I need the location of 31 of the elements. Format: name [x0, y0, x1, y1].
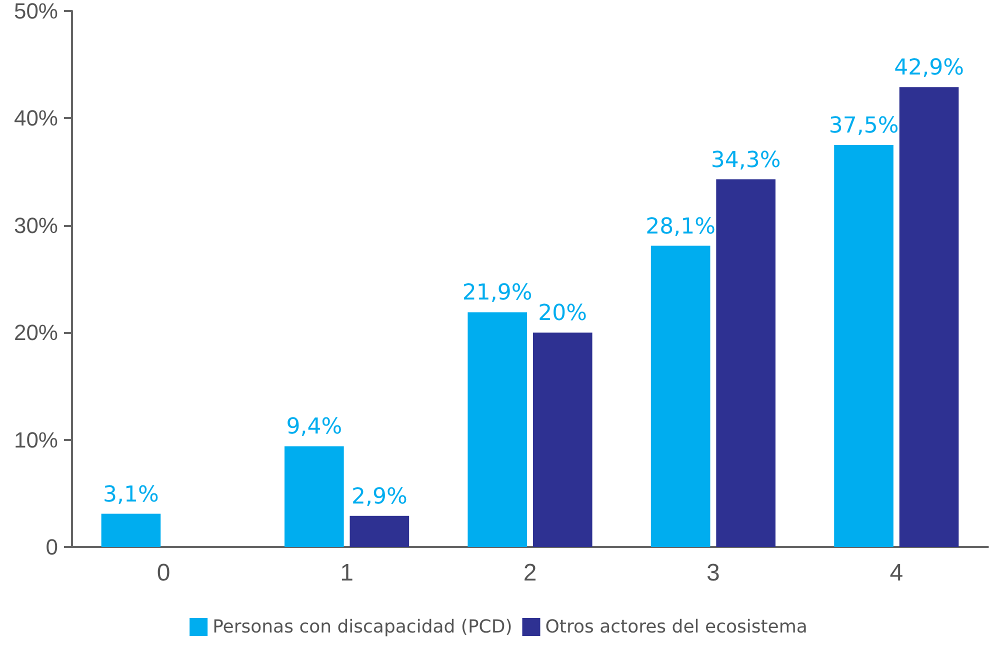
x-tick-label: 1	[340, 560, 354, 586]
y-tick-label: 50%	[14, 0, 58, 24]
bar	[284, 446, 344, 547]
x-tick-label: 0	[156, 560, 170, 586]
y-tick-label: 10%	[14, 427, 58, 452]
bar	[532, 332, 592, 547]
y-tick-label: 30%	[14, 212, 58, 238]
y-tick-label: 40%	[14, 106, 58, 131]
data-label: 3,1%	[103, 482, 159, 508]
bar	[350, 516, 410, 547]
bar	[650, 246, 710, 547]
data-label: 37,5%	[828, 114, 899, 138]
data-label: 34,3%	[710, 148, 781, 173]
x-tick-label: 3	[706, 560, 720, 586]
bar	[101, 514, 161, 547]
data-label: 28,1%	[646, 214, 716, 240]
data-label: 20%	[538, 301, 588, 326]
y-tick-label: 0	[46, 534, 58, 560]
bar	[468, 312, 528, 547]
data-label: 2,9%	[351, 484, 408, 510]
bar	[899, 87, 959, 547]
data-label: 42,9%	[894, 56, 964, 81]
data-label: 9,4%	[286, 414, 342, 440]
x-tick-label: 2	[523, 560, 537, 586]
legend-label: Personas con discapacidad (PCD)	[212, 616, 512, 638]
legend-label: Otros actores del ecosistema	[545, 616, 808, 638]
bar	[716, 179, 776, 547]
x-tick-label: 4	[890, 560, 904, 586]
y-tick-label: 20%	[14, 320, 58, 346]
data-label: 21,9%	[462, 280, 532, 306]
bar	[834, 145, 894, 547]
